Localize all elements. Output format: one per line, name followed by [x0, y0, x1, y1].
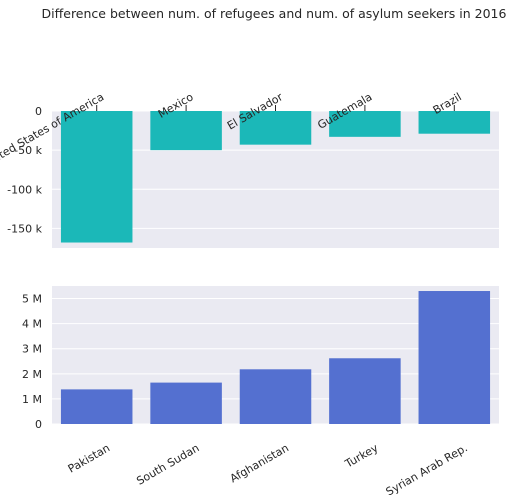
bar-turkey: [329, 358, 401, 424]
y-tick-label: 1 M: [22, 393, 42, 406]
x-tick-label: Pakistan: [66, 441, 112, 475]
x-tick-label: Syrian Arab Rep.: [384, 441, 470, 495]
y-tick-label: 0: [35, 418, 42, 431]
bar-afghanistan: [239, 369, 312, 424]
bar-south-sudan: [150, 382, 222, 424]
x-tick-label: Turkey: [342, 441, 381, 471]
bar-united-states-of-america: [60, 111, 133, 243]
bar-brazil: [418, 111, 491, 134]
y-tick-label: -150 k: [7, 222, 42, 235]
y-tick-label: -100 k: [7, 183, 42, 196]
bar-pakistan: [60, 389, 133, 424]
y-tick-label: 0: [35, 105, 42, 118]
y-tick-label: 5 M: [22, 293, 42, 306]
bottom-panel: 0 1 M 2 M 3 M 4 M 5 M Pakistan South Sudan Afgha…: [22, 286, 499, 495]
y-tick-label: 2 M: [22, 368, 42, 381]
x-tick-label: Afghanistan: [228, 441, 291, 485]
x-tick-label: South Sudan: [134, 441, 201, 487]
chart-title: Difference between num. of refugees and …: [42, 6, 507, 21]
y-tick-label: -50 k: [14, 144, 42, 157]
bar-el-salvador: [239, 111, 312, 145]
bar-syrian-arab-rep-: [418, 291, 491, 424]
bar-guatemala: [329, 111, 401, 137]
y-tick-label: 3 M: [22, 343, 42, 356]
y-tick-label: 4 M: [22, 318, 42, 331]
bar-mexico: [150, 111, 222, 151]
